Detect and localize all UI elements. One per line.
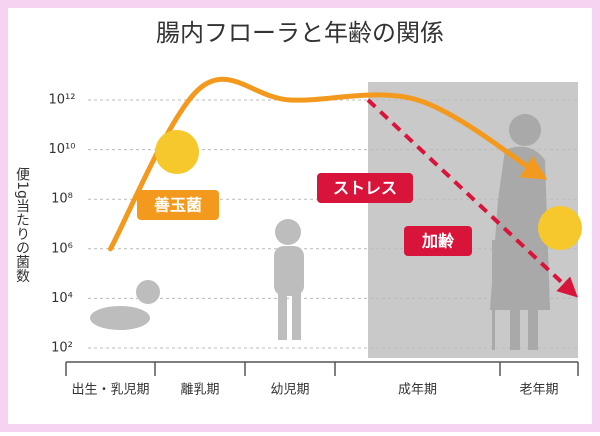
elder-silhouette: [490, 114, 550, 350]
x-tick-label: 幼児期: [270, 383, 309, 398]
annotation: 加齢: [421, 232, 455, 251]
y-tick-label: 10²: [51, 341, 73, 356]
happy-face: [155, 130, 199, 174]
y-tick-label: 10¹²: [49, 93, 76, 108]
series-label: 善玉菌: [154, 196, 202, 215]
silhouettes: [90, 219, 304, 340]
x-tick-label: 出生・乳児期: [71, 383, 149, 398]
y-tick-label: 10⁶: [51, 241, 73, 256]
y-tick-label: 10⁸: [51, 192, 73, 207]
series-label-box: [137, 190, 219, 220]
decline-arrow: [366, 98, 578, 298]
y-tick-label: 10⁴: [51, 291, 73, 306]
x-tick-label: 離乳期: [180, 383, 219, 398]
x-tick-label: 老年期: [519, 383, 558, 398]
annotation-box: [404, 226, 472, 256]
x-tick-label: 成年期: [398, 383, 437, 398]
annotation-box: [317, 173, 413, 203]
sad-face: [538, 206, 582, 250]
y-axis-label: 便1g当たりの菌数: [14, 167, 30, 283]
annotation: ストレス: [333, 179, 397, 198]
y-tick-label: 10¹⁰: [49, 142, 76, 157]
chart-title: 腸内フローラと年齢の関係: [156, 19, 444, 47]
